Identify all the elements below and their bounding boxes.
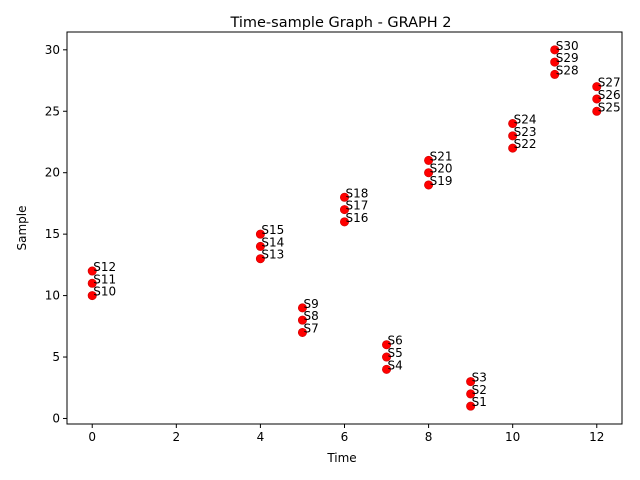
y-tick-label: 25: [45, 104, 60, 118]
data-point: [466, 377, 476, 387]
data-point: [424, 180, 434, 190]
data-point: [424, 155, 434, 165]
data-point: [87, 266, 97, 276]
y-tick-label: 30: [45, 43, 60, 57]
data-point-label: S14: [261, 235, 284, 249]
x-axis-label: Time: [326, 451, 356, 465]
data-point-label: S1: [472, 395, 487, 409]
data-point-label: S13: [261, 248, 284, 262]
data-point-label: S20: [430, 162, 453, 176]
data-point: [466, 401, 476, 411]
data-point-label: S7: [303, 321, 318, 335]
x-tick-label: 8: [425, 430, 433, 444]
data-point: [550, 69, 560, 79]
y-tick-label: 20: [45, 166, 60, 180]
y-tick-label: 10: [45, 289, 60, 303]
x-tick-label: 6: [341, 430, 349, 444]
data-point-label: S28: [556, 63, 579, 77]
data-point: [466, 389, 476, 399]
data-point: [382, 352, 392, 362]
x-tick-label: 4: [257, 430, 265, 444]
data-point: [382, 340, 392, 350]
data-point: [87, 278, 97, 288]
data-point-label: S23: [514, 125, 537, 139]
data-point-label: S15: [261, 223, 284, 237]
x-tick-label: 12: [589, 430, 604, 444]
data-point: [297, 303, 307, 313]
data-point-label: S25: [598, 100, 621, 114]
data-point: [87, 291, 97, 301]
data-point: [339, 205, 349, 215]
data-point-label: S30: [556, 39, 579, 53]
data-point-label: S8: [303, 309, 318, 323]
chart-title: Time-sample Graph - GRAPH 2: [229, 15, 451, 31]
data-point: [550, 57, 560, 67]
data-point: [255, 254, 265, 264]
x-tick-label: 2: [172, 430, 180, 444]
data-point-label: S6: [388, 334, 403, 348]
data-points: S1S2S3S4S5S6S7S8S9S10S11S12S13S14S15S16S…: [87, 39, 621, 411]
data-point: [592, 82, 602, 92]
data-point-label: S21: [430, 149, 453, 163]
data-point: [255, 241, 265, 251]
y-tick-label: 15: [45, 227, 60, 241]
data-point: [508, 131, 518, 141]
y-axis-label: Sample: [15, 206, 29, 251]
x-tick-label: 0: [88, 430, 96, 444]
data-point-label: S12: [93, 260, 116, 274]
data-point-label: S27: [598, 76, 621, 90]
data-point-label: S11: [93, 272, 116, 286]
data-point-label: S10: [93, 285, 116, 299]
y-tick-label: 5: [52, 350, 60, 364]
data-point: [592, 106, 602, 116]
data-point-label: S26: [598, 88, 621, 102]
x-axis-ticks: 0 2 4 6 8 10 12: [88, 424, 604, 444]
data-point: [508, 143, 518, 153]
y-tick-label: 0: [52, 411, 60, 425]
data-point-label: S16: [346, 211, 369, 225]
data-point-label: S17: [346, 199, 369, 213]
data-point-label: S22: [514, 137, 537, 151]
x-tick-label: 10: [505, 430, 520, 444]
data-point: [297, 315, 307, 325]
data-point: [550, 45, 560, 55]
data-point-label: S29: [556, 51, 579, 65]
plot-area: [66, 31, 623, 425]
data-point-label: S24: [514, 113, 537, 127]
data-point-label: S4: [388, 358, 403, 372]
data-point: [508, 119, 518, 129]
data-point: [339, 192, 349, 202]
axes-frame: [66, 31, 623, 425]
y-axis-ticks: 0 5 10 15 20 25 30: [45, 43, 67, 425]
data-point: [592, 94, 602, 104]
data-point-label: S18: [346, 186, 369, 200]
data-point: [339, 217, 349, 227]
data-point: [297, 327, 307, 337]
data-point-label: S5: [388, 346, 403, 360]
data-point: [255, 229, 265, 239]
data-point-label: S2: [472, 383, 487, 397]
data-point-label: S19: [430, 174, 453, 188]
data-point: [424, 168, 434, 178]
data-point-label: S9: [303, 297, 318, 311]
data-point-label: S3: [472, 371, 487, 385]
data-point: [382, 364, 392, 374]
